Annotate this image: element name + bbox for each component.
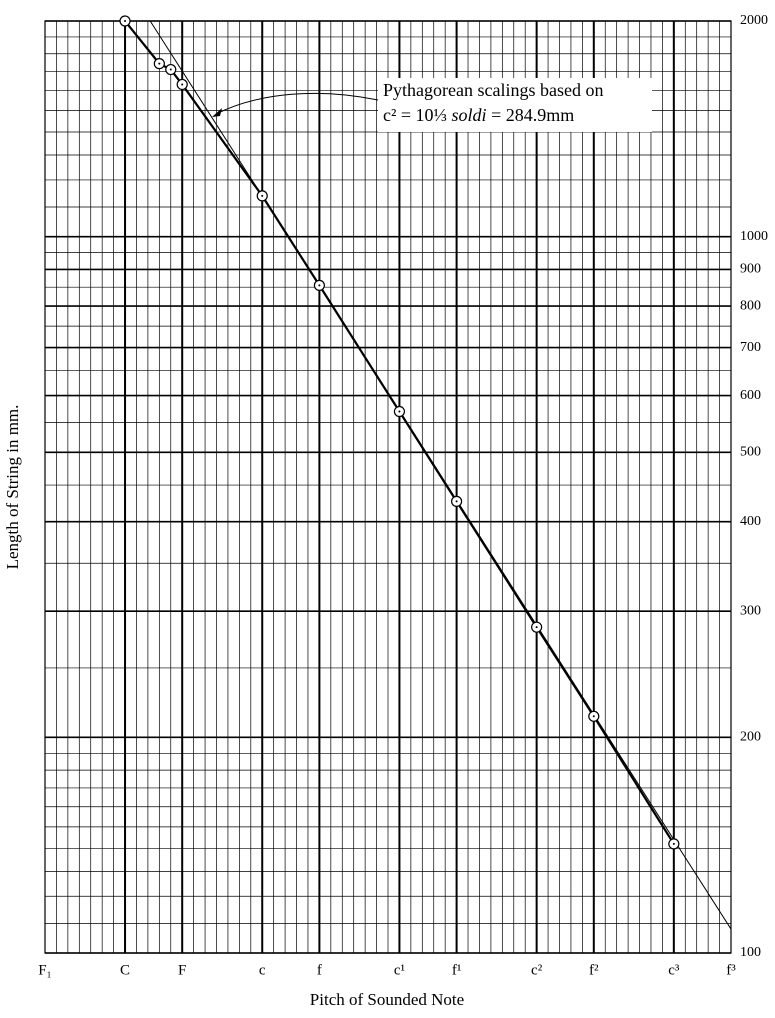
y-tick-label: 400	[740, 514, 761, 529]
plot-frame	[44, 20, 732, 954]
data-point-dot	[158, 62, 161, 65]
data-point-dot	[398, 410, 401, 413]
grid	[44, 20, 732, 954]
y-tick-label: 2000	[740, 13, 768, 28]
x-tick-label: c³	[668, 962, 680, 978]
data-point-dot	[124, 20, 127, 22]
x-tick-label: f³	[726, 962, 736, 978]
data-point-dot	[181, 83, 184, 86]
x-tick-label: f	[317, 962, 322, 978]
x-tick-label: c²	[531, 962, 543, 978]
y-tick-label: 100	[740, 945, 761, 960]
x-tick-label: f²	[589, 962, 599, 978]
annotation-part: soldi	[452, 105, 487, 125]
x-tick-label: F	[178, 962, 186, 978]
data-point-dot	[169, 68, 172, 71]
x-tick-label: f¹	[452, 962, 462, 978]
y-tick-label: 700	[740, 340, 761, 355]
y-tick-label: 800	[740, 298, 761, 313]
y-tick-label: 300	[740, 603, 761, 618]
y-tick-label: 500	[740, 445, 761, 460]
data-point-dot	[672, 842, 675, 845]
y-tick-label: 200	[740, 730, 761, 745]
annotation-part: c² = 10⅓	[383, 105, 452, 125]
data-point-dot	[592, 715, 595, 718]
y-tick-label: 1000	[740, 229, 768, 244]
x-tick-label: F₁	[38, 962, 52, 978]
arrow-head	[212, 108, 222, 117]
y-tick-label: 900	[740, 262, 761, 277]
annotation-box	[378, 78, 652, 132]
data-point-dot	[261, 194, 264, 197]
annotation-part: = 284.9mm	[487, 105, 575, 125]
data-point-dot	[535, 626, 538, 629]
annotation-text: c² = 10⅓ soldi = 284.9mm	[383, 105, 574, 125]
data-point-dot	[455, 500, 458, 503]
annotation-arrow	[215, 92, 379, 115]
data-point-dot	[318, 284, 321, 287]
x-tick-label: c¹	[394, 962, 405, 978]
x-tick-label: C	[120, 962, 130, 978]
y-tick-label: 600	[740, 388, 761, 403]
y-axis-label: Length of String in mm.	[3, 405, 22, 570]
annotation-text: Pythagorean scalings based on	[383, 80, 603, 100]
annotation: Pythagorean scalings based on c² = 10⅓ s…	[212, 78, 652, 132]
x-axis-label: Pitch of Sounded Note	[310, 990, 464, 1009]
x-tick-label: c	[259, 962, 266, 978]
marks	[119, 15, 732, 930]
minor-grid	[44, 20, 732, 954]
